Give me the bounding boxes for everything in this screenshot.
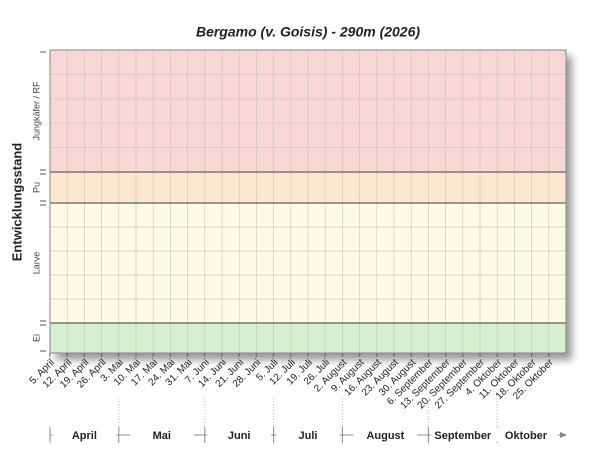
month-label-bg bbox=[430, 428, 495, 442]
band-label: Ei bbox=[31, 334, 41, 342]
month-label-bg bbox=[494, 428, 558, 442]
chart-title: Bergamo (v. Goisis) - 290m (2026) bbox=[196, 24, 420, 40]
month-label: Juli bbox=[299, 430, 318, 442]
month-label: September bbox=[434, 430, 492, 442]
month-label-bg bbox=[276, 428, 340, 442]
month-label: Mai bbox=[153, 430, 171, 442]
month-label: Juni bbox=[228, 430, 251, 442]
month-label-bg bbox=[129, 428, 194, 442]
month-label-bg bbox=[52, 428, 117, 442]
month-label-bg bbox=[353, 428, 418, 442]
month-label-bg bbox=[207, 428, 272, 442]
y-axis-label: Entwicklungsstand bbox=[9, 143, 24, 262]
band-label: Pu bbox=[31, 182, 41, 193]
month-label: April bbox=[72, 430, 97, 442]
band-label: Jungkäfer / RF bbox=[31, 81, 41, 141]
month-label: Oktober bbox=[505, 430, 548, 442]
band-label: Larve bbox=[31, 252, 41, 275]
month-label: August bbox=[366, 430, 404, 442]
